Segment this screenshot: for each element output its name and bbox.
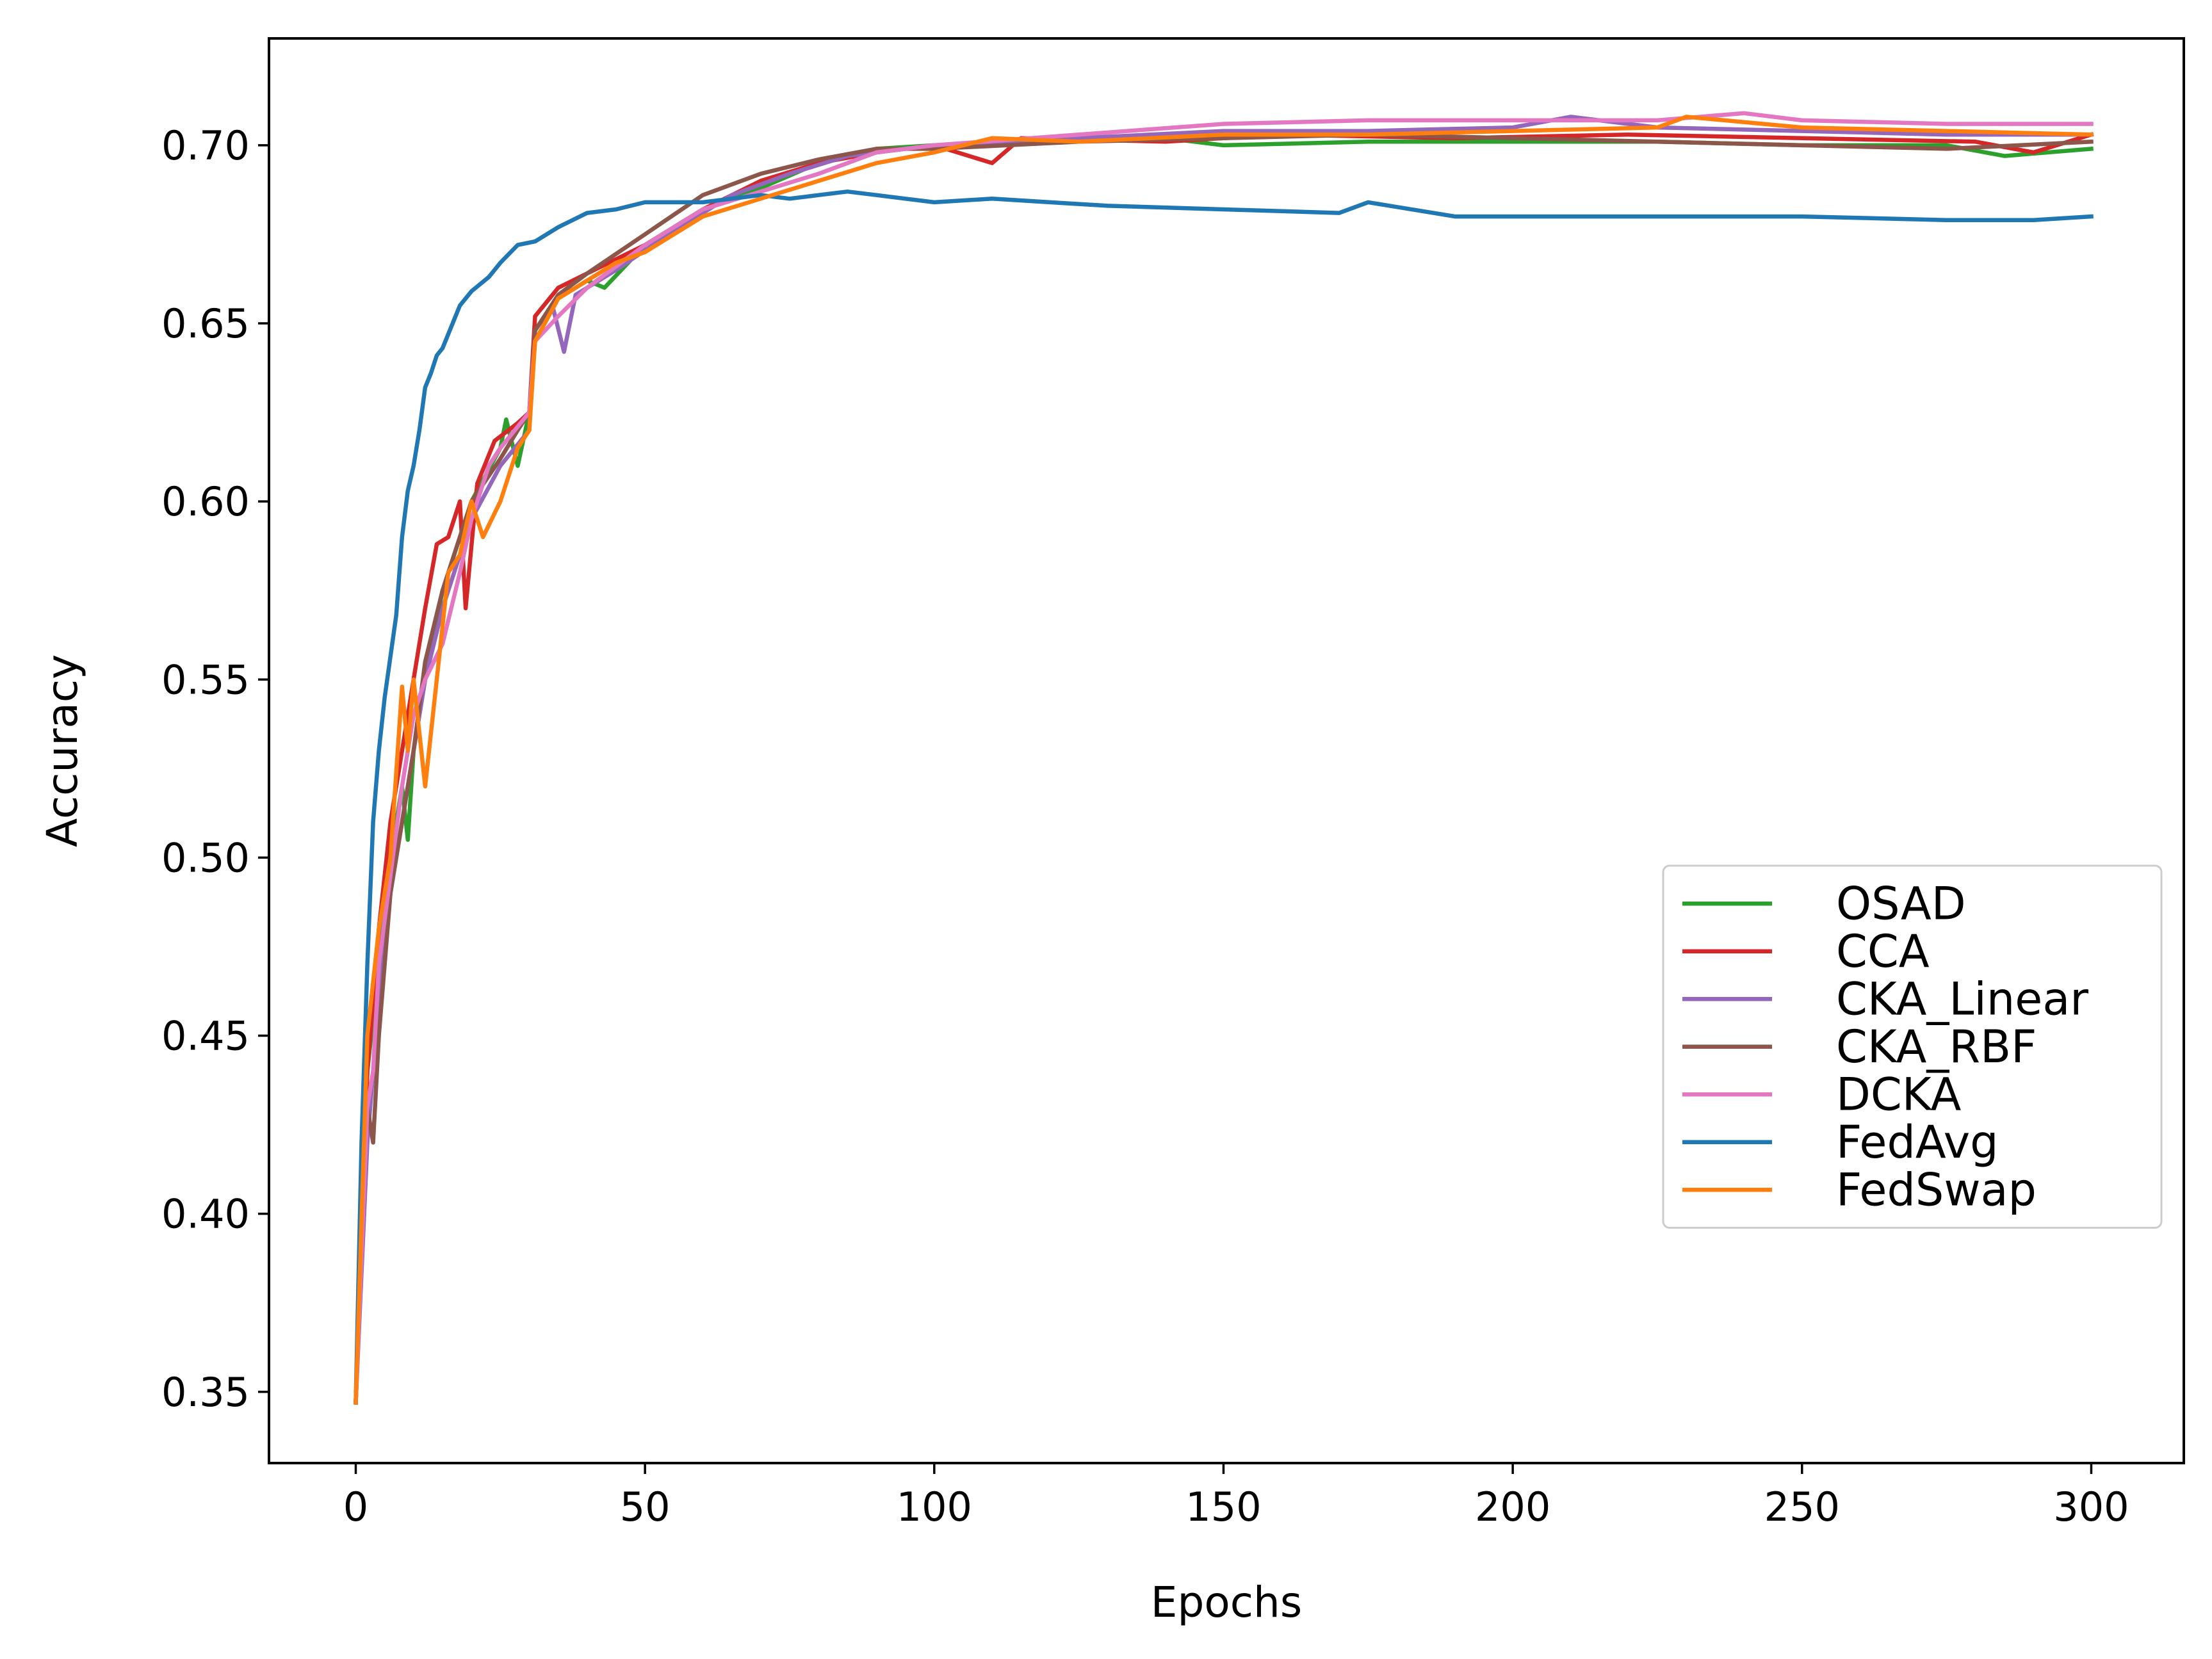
x-tick-label: 100 <box>897 1484 972 1530</box>
series-lines <box>354 111 2094 1405</box>
y-tick-label: 0.35 <box>161 1369 250 1416</box>
legend-label-cca: CCA <box>1836 925 1930 978</box>
y-axis-title: Accuracy <box>38 654 87 847</box>
x-tick-label: 200 <box>1475 1484 1550 1530</box>
x-tick-label: 50 <box>620 1484 671 1530</box>
series-line-fedavg <box>354 189 2094 1405</box>
y-tick-label: 0.65 <box>161 300 250 347</box>
legend-label-osad: OSAD <box>1836 877 1966 930</box>
y-tick-label: 0.50 <box>161 834 250 881</box>
x-tick-label: 0 <box>343 1484 368 1530</box>
legend-label-cka-linear: CKA_Linear <box>1836 973 2088 1025</box>
y-tick-label: 0.40 <box>161 1191 250 1238</box>
series-line-dcka <box>354 111 2094 1405</box>
legend-label-fedswap: FedSwap <box>1836 1163 2037 1216</box>
legend-label-cka-rbf: CKA_RBF <box>1836 1021 2037 1073</box>
legend: OSADCCACKA_LinearCKA_RBFDCKAFedAvgFedSwa… <box>1662 864 2163 1229</box>
y-tick-label: 0.60 <box>161 478 250 525</box>
series-line-fedswap <box>354 115 2094 1405</box>
x-tick-label: 300 <box>2053 1484 2129 1530</box>
x-axis-title: Epochs <box>1151 1578 1302 1627</box>
x-tick-label: 150 <box>1185 1484 1261 1530</box>
y-tick-label: 0.45 <box>161 1013 250 1060</box>
plot-frame <box>268 37 2185 1464</box>
legend-label-fedavg: FedAvg <box>1836 1116 1999 1169</box>
y-axis-ticks: 0.35 0.40 0.45 0.50 0.55 0.60 0.65 0.70 <box>161 122 269 1416</box>
y-tick-label: 0.70 <box>161 122 250 169</box>
x-tick-label: 250 <box>1764 1484 1840 1530</box>
legend-label-dcka: DCKA <box>1836 1068 1961 1121</box>
x-axis-ticks: 0 50 100 150 200 250 300 <box>343 1463 2129 1530</box>
y-tick-label: 0.55 <box>161 656 250 703</box>
legend-box <box>1662 864 2163 1229</box>
